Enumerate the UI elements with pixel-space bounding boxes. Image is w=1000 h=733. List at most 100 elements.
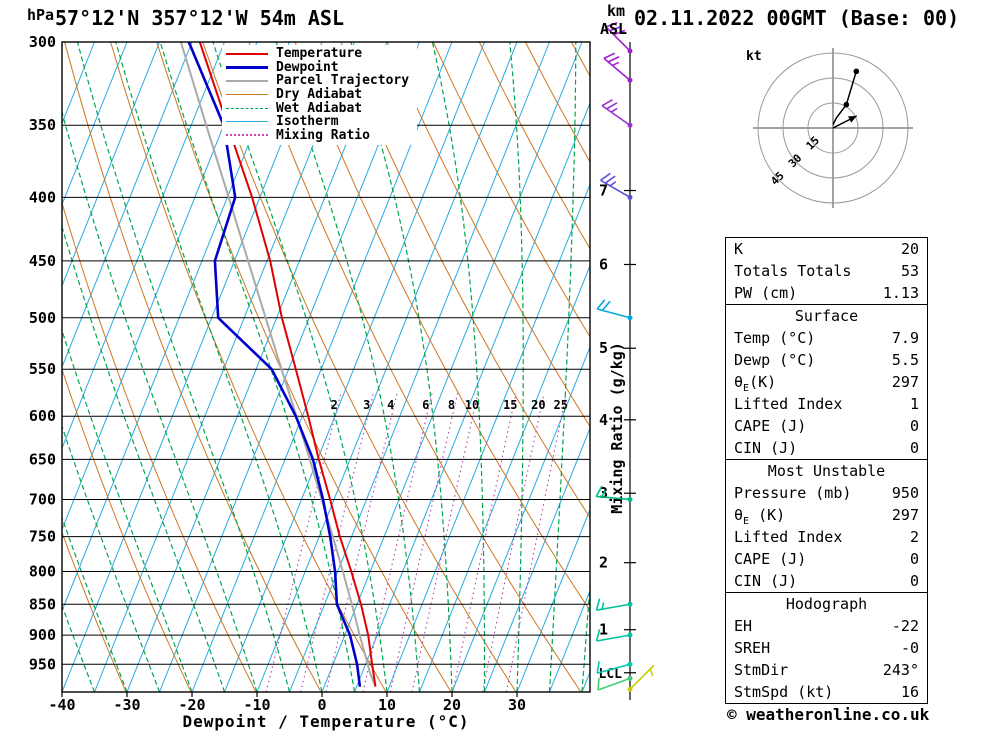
svg-text:550: 550 [29, 360, 56, 378]
section-header: Most Unstable [767, 462, 886, 480]
stats-section: Surface Temp (°C) 7.9 Dewp (°C) 5.5 θE(K) 297 L… [726, 304, 927, 459]
stat-label: SREH [734, 639, 771, 657]
storm-motion-arrow [832, 115, 858, 129]
isotherm-lines [62, 42, 590, 692]
temperature-curve [198, 42, 377, 687]
legend-line-sample [226, 52, 268, 55]
stat-row: PW (cm) 1.13 [726, 282, 927, 304]
legend-line-sample [226, 121, 268, 123]
stat-row: Totals Totals 53 [726, 260, 927, 282]
svg-text:7: 7 [599, 182, 608, 200]
stat-row: SREH -0 [726, 637, 927, 659]
svg-text:3: 3 [363, 398, 370, 412]
stat-row: θE(K) 297 [726, 371, 927, 394]
stat-row: EH -22 [726, 615, 927, 637]
stats-section: Hodograph EH -22 SREH -0 StmDir 243° StmSpd (kt… [726, 592, 927, 703]
stats-section: K 20 Totals Totals 53 PW (cm) 1.13 [726, 238, 927, 304]
section-header: Hodograph [785, 595, 868, 613]
mixing-ratio-lines [265, 393, 567, 692]
stat-value: 297 [891, 506, 919, 524]
asl-unit-label: ASL [600, 20, 628, 38]
svg-text:20: 20 [443, 696, 461, 714]
legend-item: Dewpoint [226, 60, 409, 75]
stat-label: Temp (°C) [734, 329, 816, 347]
svg-text:-30: -30 [113, 696, 140, 714]
svg-text:15: 15 [804, 134, 823, 153]
stat-row: CAPE (J) 0 [726, 415, 927, 437]
legend-line-sample [226, 65, 268, 69]
svg-text:2: 2 [599, 554, 608, 572]
stat-value: 950 [891, 484, 919, 502]
km-unit-label: km [607, 2, 626, 20]
stat-value: 2 [909, 528, 919, 546]
legend-item-label: Dry Adiabat [276, 87, 363, 103]
svg-text:0: 0 [317, 696, 326, 714]
legend-item: Wet Adiabat [226, 101, 409, 116]
stat-label: PW (cm) [734, 284, 798, 302]
legend-item: Parcel Trajectory [226, 73, 410, 89]
plot-border [61, 41, 591, 693]
stat-label: θE (K) [734, 506, 786, 527]
svg-text:4: 4 [599, 411, 608, 429]
legend-item: Isotherm [226, 114, 409, 130]
svg-text:350: 350 [29, 116, 56, 134]
stat-row: Pressure (mb) 950 [726, 482, 927, 504]
svg-text:4: 4 [387, 398, 394, 412]
svg-text:650: 650 [29, 450, 56, 468]
legend-item: Temperature [226, 46, 409, 62]
stat-row: θE (K) 297 [726, 504, 927, 527]
svg-text:-20: -20 [178, 696, 205, 714]
svg-text:400: 400 [29, 188, 56, 206]
stat-label: StmSpd (kt) [734, 683, 834, 701]
stat-value: 0 [909, 417, 919, 435]
wind-barb [600, 172, 633, 200]
stat-value: 16 [900, 683, 919, 701]
stat-value: 0 [909, 439, 919, 457]
stats-section: Most Unstable Pressure (mb) 950 θE (K) 297 Li… [726, 459, 927, 592]
legend-line-sample [226, 79, 268, 82]
stat-label: CIN (J) [734, 439, 798, 457]
pressure-unit-label: hPa [27, 6, 55, 24]
wind-barb [601, 98, 633, 128]
sounding-curves [179, 42, 377, 687]
stat-row: Lifted Index 1 [726, 393, 927, 415]
svg-text:30: 30 [508, 696, 526, 714]
svg-text:300: 300 [29, 33, 56, 51]
stat-label: StmDir [734, 661, 789, 679]
wind-barb [605, 21, 633, 54]
stat-value: -22 [891, 617, 919, 635]
legend-item-label: Temperature [276, 46, 363, 62]
stat-value: 243° [882, 661, 919, 679]
svg-text:1: 1 [599, 621, 608, 639]
svg-text:900: 900 [29, 626, 56, 644]
wind-barbs [595, 21, 655, 692]
svg-text:800: 800 [29, 563, 56, 581]
svg-text:-40: -40 [48, 696, 75, 714]
svg-text:15: 15 [503, 398, 517, 412]
legend-item-label: Isotherm [276, 114, 339, 130]
svg-text:450: 450 [29, 252, 56, 270]
svg-text:6: 6 [422, 398, 429, 412]
stat-value: 53 [900, 262, 919, 280]
wind-barb [595, 598, 633, 611]
stat-label: Lifted Index [734, 395, 843, 413]
parcel-curve [179, 42, 377, 687]
svg-text:750: 750 [29, 528, 56, 546]
hodograph-trace [832, 68, 860, 126]
legend-item: Mixing Ratio [226, 128, 409, 143]
legend-item-label: Parcel Trajectory [276, 73, 410, 89]
stat-label: CIN (J) [734, 572, 798, 590]
legend-item: Dry Adiabat [226, 87, 409, 103]
svg-text:-10: -10 [243, 696, 270, 714]
svg-text:25: 25 [553, 398, 567, 412]
legend-line-sample [226, 134, 268, 137]
stat-row: Lifted Index 2 [726, 526, 927, 548]
svg-text:600: 600 [29, 407, 56, 425]
wind-barb [603, 52, 633, 83]
stat-label: Dewp (°C) [734, 351, 816, 369]
station-title: 57°12'N 357°12'W 54m ASL [55, 6, 344, 30]
stat-value: 1.13 [882, 284, 919, 302]
mixing-ratio-labels: 2 3 4 6 8 10 15 20 25 [331, 398, 568, 412]
dewpoint-curve [187, 42, 362, 687]
